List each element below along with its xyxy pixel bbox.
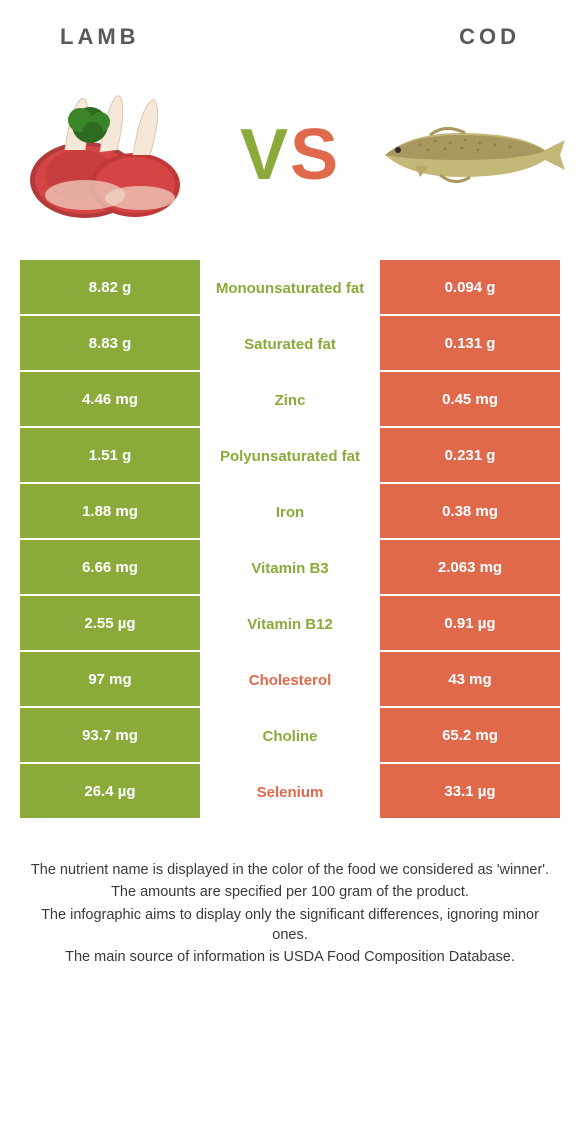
lamb-value-cell: 4.46 mg — [20, 372, 200, 428]
vs-label: VS — [240, 114, 340, 196]
lamb-value-cell: 6.66 mg — [20, 540, 200, 596]
nutrient-table: 8.82 gMonounsaturated fat0.094 g8.83 gSa… — [20, 260, 560, 820]
lamb-image — [10, 75, 210, 235]
table-row: 97 mgCholesterol43 mg — [20, 652, 560, 708]
footer-line-4: The main source of information is USDA F… — [30, 947, 550, 967]
cod-value-cell: 43 mg — [380, 652, 560, 708]
title-cod: COD — [459, 24, 520, 50]
cod-value-cell: 0.131 g — [380, 316, 560, 372]
footer-line-3: The infographic aims to display only the… — [30, 905, 550, 946]
lamb-value-cell: 8.82 g — [20, 260, 200, 316]
cod-value-cell: 0.91 µg — [380, 596, 560, 652]
table-row: 4.46 mgZinc0.45 mg — [20, 372, 560, 428]
nutrient-name-cell: Choline — [200, 708, 380, 764]
cod-value-cell: 0.38 mg — [380, 484, 560, 540]
title-lamb: LAMB — [60, 24, 140, 50]
nutrient-name-cell: Polyunsaturated fat — [200, 428, 380, 484]
lamb-value-cell: 8.83 g — [20, 316, 200, 372]
cod-value-cell: 0.231 g — [380, 428, 560, 484]
table-row: 1.51 gPolyunsaturated fat0.231 g — [20, 428, 560, 484]
cod-value-cell: 0.094 g — [380, 260, 560, 316]
table-row: 8.83 gSaturated fat0.131 g — [20, 316, 560, 372]
cod-value-cell: 0.45 mg — [380, 372, 560, 428]
cod-value-cell: 65.2 mg — [380, 708, 560, 764]
cod-value-cell: 2.063 mg — [380, 540, 560, 596]
table-row: 1.88 mgIron0.38 mg — [20, 484, 560, 540]
nutrient-name-cell: Selenium — [200, 764, 380, 820]
nutrient-name-cell: Vitamin B12 — [200, 596, 380, 652]
nutrient-name-cell: Saturated fat — [200, 316, 380, 372]
table-row: 6.66 mgVitamin B32.063 mg — [20, 540, 560, 596]
lamb-value-cell: 97 mg — [20, 652, 200, 708]
lamb-icon — [15, 80, 205, 230]
cod-value-cell: 33.1 µg — [380, 764, 560, 820]
cod-icon — [370, 115, 570, 195]
nutrient-name-cell: Cholesterol — [200, 652, 380, 708]
nutrient-name-cell: Monounsaturated fat — [200, 260, 380, 316]
lamb-value-cell: 2.55 µg — [20, 596, 200, 652]
header: LAMB COD — [0, 0, 580, 60]
table-row: 2.55 µgVitamin B120.91 µg — [20, 596, 560, 652]
vs-section: VS — [0, 60, 580, 260]
table-row: 26.4 µgSelenium33.1 µg — [20, 764, 560, 820]
lamb-value-cell: 1.51 g — [20, 428, 200, 484]
nutrient-name-cell: Vitamin B3 — [200, 540, 380, 596]
footer-line-2: The amounts are specified per 100 gram o… — [30, 882, 550, 902]
table-row: 93.7 mgCholine65.2 mg — [20, 708, 560, 764]
lamb-value-cell: 1.88 mg — [20, 484, 200, 540]
vs-v: V — [240, 115, 290, 195]
cod-image — [370, 75, 570, 235]
table-row: 8.82 gMonounsaturated fat0.094 g — [20, 260, 560, 316]
nutrient-name-cell: Iron — [200, 484, 380, 540]
footer-line-1: The nutrient name is displayed in the co… — [30, 860, 550, 880]
vs-s: S — [290, 115, 340, 195]
lamb-value-cell: 26.4 µg — [20, 764, 200, 820]
footer-notes: The nutrient name is displayed in the co… — [0, 820, 580, 967]
lamb-value-cell: 93.7 mg — [20, 708, 200, 764]
nutrient-name-cell: Zinc — [200, 372, 380, 428]
